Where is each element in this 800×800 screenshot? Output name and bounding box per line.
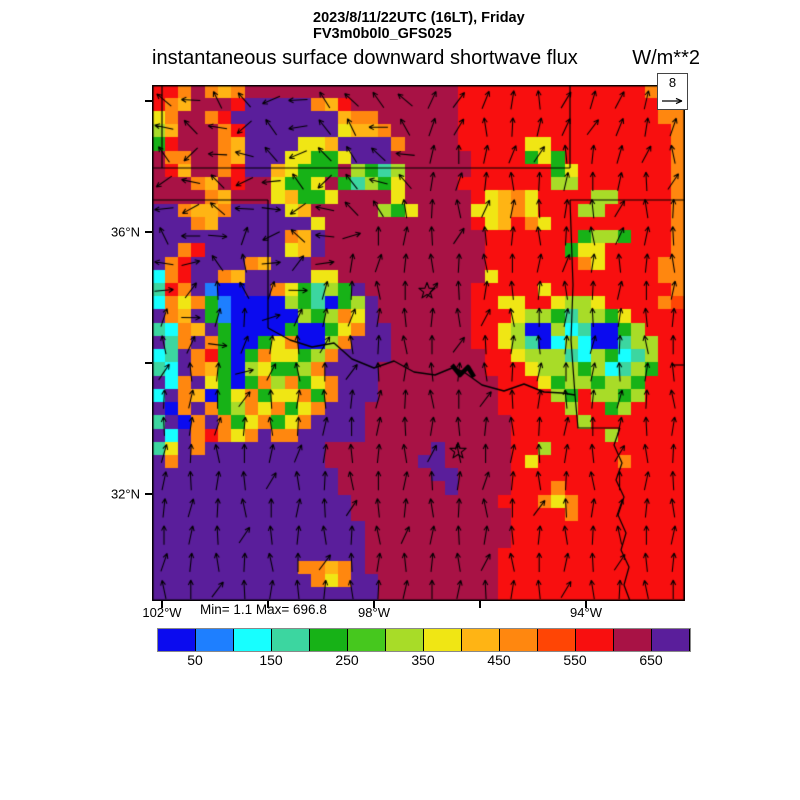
colorbar-cell	[386, 629, 424, 651]
lat-tick-label: 32°N	[110, 486, 140, 502]
units-label: W/m**2	[632, 47, 700, 69]
colorbar-cell	[158, 629, 196, 651]
lon-tick-label: 94°W	[570, 605, 602, 620]
plot-title: instantaneous surface downward shortwave…	[152, 47, 578, 69]
colorbar	[157, 628, 691, 652]
lon-tick-label: 102°W	[142, 605, 182, 620]
lon-tick-mark	[373, 601, 375, 608]
colorbar-tick-label: 150	[259, 652, 283, 668]
datetime-header: 2023/8/11/22UTC (16LT), Friday	[313, 10, 525, 26]
lon-tick-mark	[161, 601, 163, 608]
wind-reference-value: 8	[668, 75, 677, 90]
colorbar-cell	[576, 629, 614, 651]
model-header: FV3m0b0l0_GFS025	[313, 26, 452, 42]
colorbar-cell	[652, 629, 690, 651]
colorbar-cell	[272, 629, 310, 651]
colorbar-cell	[614, 629, 652, 651]
colorbar-cell	[538, 629, 576, 651]
colorbar-cell	[310, 629, 348, 651]
lat-tick-label: 36°N	[110, 224, 140, 240]
lat-tick-mark	[145, 493, 152, 495]
lon-tick-mark	[267, 601, 269, 608]
colorbar-cell	[500, 629, 538, 651]
colorbar-tick-label: 450	[487, 652, 511, 668]
colorbar-tick-label: 50	[187, 652, 203, 668]
colorbar-tick-label: 250	[335, 652, 359, 668]
minmax-label: Min= 1.1 Max= 696.8	[200, 602, 327, 617]
colorbar-cell	[234, 629, 272, 651]
colorbar-tick-label: 350	[411, 652, 435, 668]
colorbar-tick-label: 550	[563, 652, 587, 668]
map-plot	[152, 85, 685, 601]
wind-reference-box: 8	[657, 73, 688, 110]
colorbar-cell	[196, 629, 234, 651]
lon-tick-mark	[585, 601, 587, 608]
lat-tick-mark	[145, 231, 152, 233]
lat-tick-mark	[145, 100, 152, 102]
colorbar-cell	[424, 629, 462, 651]
lat-tick-mark	[145, 362, 152, 364]
wind-reference-arrow-icon	[662, 97, 683, 105]
lon-tick-label: 98°W	[358, 605, 390, 620]
colorbar-cell	[348, 629, 386, 651]
colorbar-tick-label: 650	[639, 652, 663, 668]
lon-tick-mark	[479, 601, 481, 608]
colorbar-cell	[462, 629, 500, 651]
